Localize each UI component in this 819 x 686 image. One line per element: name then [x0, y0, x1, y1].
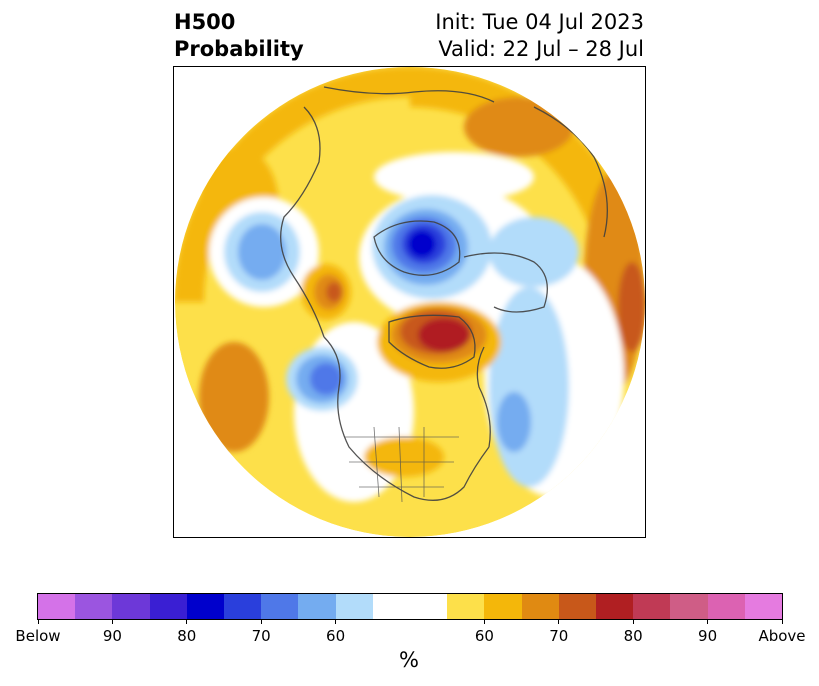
colorbar-swatch	[75, 594, 113, 619]
colorbar-swatch	[410, 594, 448, 619]
colorbar-swatch	[372, 594, 411, 619]
valid-range: Valid: 22 Jul – 28 Jul	[438, 37, 644, 61]
colorbar-swatch	[261, 594, 299, 619]
colorbar-swatch	[707, 594, 745, 619]
anomaly-cold-atlantic	[489, 287, 569, 487]
colorbar-tick-label: 80	[623, 627, 643, 645]
colorbar-swatch	[335, 594, 373, 619]
colorbar-swatch	[38, 594, 76, 619]
state-boundaries	[344, 426, 459, 503]
anomaly-warm-north	[464, 97, 574, 157]
colorbar-tick-label: 90	[102, 627, 122, 645]
map-panel	[173, 66, 646, 538]
colorbar-tick-label: 60	[474, 627, 494, 645]
colorbar-tick	[632, 619, 634, 624]
colorbar-tick-label: Above	[758, 627, 806, 645]
title-variable: H500	[174, 10, 236, 34]
title-product: Probability	[174, 37, 304, 61]
anomaly-warm-west	[199, 342, 269, 452]
neutral-north	[374, 152, 534, 202]
anomaly-cold-europe	[489, 217, 579, 287]
title-block-right: Init: Tue 04 Jul 2023 Valid: 22 Jul – 28…	[435, 9, 644, 63]
colorbar-swatch	[224, 594, 262, 619]
colorbar-swatch	[112, 594, 150, 619]
colorbar-tick-label: 70	[549, 627, 569, 645]
colorbar-tick	[260, 619, 262, 624]
colorbar-tick-label: 70	[251, 627, 271, 645]
colorbar-swatch	[186, 594, 225, 619]
colorbar-tick	[37, 619, 39, 624]
colorbar-tick	[558, 619, 560, 624]
colorbar-tick	[707, 619, 709, 624]
anomaly-warm-east-core	[618, 262, 645, 352]
colorbar-tick-label: 80	[177, 627, 197, 645]
polar-map	[175, 67, 645, 537]
colorbar-swatch	[744, 594, 783, 619]
colorbar-tick-label: 60	[326, 627, 346, 645]
colorbar-unit-label: %	[399, 648, 419, 672]
colorbar-swatch	[633, 594, 671, 619]
colorbar-tick	[483, 619, 485, 624]
colorbar-swatch	[484, 594, 522, 619]
colorbar-swatch	[298, 594, 336, 619]
colorbar-swatch	[558, 594, 597, 619]
colorbar-tick-label: 90	[698, 627, 718, 645]
colorbar-swatch	[149, 594, 187, 619]
colorbar	[37, 593, 783, 620]
colorbar-tick	[781, 619, 783, 624]
colorbar-swatch	[447, 594, 485, 619]
init-date: Init: Tue 04 Jul 2023	[435, 10, 644, 34]
colorbar-tick-label: Below	[15, 627, 61, 645]
colorbar-tick	[335, 619, 337, 624]
colorbar-tick	[111, 619, 113, 624]
colorbar-swatch	[670, 594, 708, 619]
title-block-left: H500 Probability	[174, 9, 304, 63]
colorbar-swatch	[521, 594, 559, 619]
colorbar-swatch	[596, 594, 634, 619]
colorbar-tick	[186, 619, 188, 624]
